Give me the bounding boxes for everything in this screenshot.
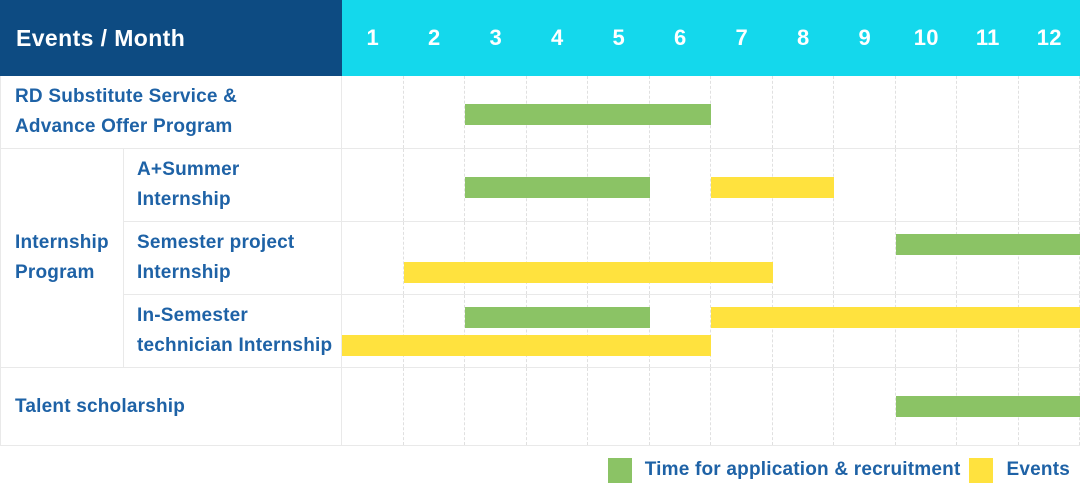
grid-cell [834, 222, 896, 294]
chart-row-0 [342, 76, 1080, 149]
events-bar [711, 177, 834, 198]
row-label-rd-substitute: RD Substitute Service & Advance Offer Pr… [0, 76, 342, 149]
grid-cell [527, 368, 588, 445]
grid-cell [342, 76, 404, 148]
month-header: 1 2 3 4 5 6 7 8 9 10 11 12 [342, 0, 1080, 76]
grid-cell [773, 368, 834, 445]
grid-cell [896, 76, 957, 148]
grid-cell [957, 76, 1019, 148]
grid-cell [588, 295, 650, 367]
grid-cell [773, 222, 834, 294]
row-label-semester-project-internship: Semester project Internship [124, 222, 342, 295]
events-bar [342, 335, 711, 356]
grid-cell [834, 76, 896, 148]
grid-cell [773, 295, 834, 367]
grid-cell [650, 368, 711, 445]
grid-cell [650, 149, 711, 221]
events-bar [403, 262, 773, 283]
grid-cell [957, 149, 1019, 221]
grid-cell [465, 295, 527, 367]
grid-cell [1019, 222, 1080, 294]
events-legend-label: Events [1006, 459, 1070, 480]
grid-cell [957, 295, 1019, 367]
row-label-in-semester-technician-internship: In-Semester technician Internship [124, 295, 342, 368]
grid-cell [711, 368, 773, 445]
grid-cell [342, 222, 404, 294]
month-header-cell-12: 12 [1036, 25, 1062, 50]
chart-row-2 [342, 222, 1080, 295]
month-header-cell-8: 8 [796, 25, 810, 50]
grid-cell [1019, 149, 1080, 221]
month-header-cell-5: 5 [612, 25, 626, 50]
row-group-label-internship-program: Internship Program [0, 149, 124, 368]
application-bar [895, 396, 1080, 417]
grid-cell [404, 222, 465, 294]
legend: Time for application & recruitment Event… [0, 446, 1080, 494]
month-header-cell-11: 11 [975, 25, 1000, 50]
grid-cell [773, 76, 834, 148]
month-header-cell-1: 1 [366, 25, 380, 50]
grid-cell [342, 295, 404, 367]
grid-cell [527, 222, 588, 294]
chart-area [342, 0, 1080, 446]
grid-cell [711, 222, 773, 294]
grid-cell [527, 295, 588, 367]
events-swatch-icon [969, 457, 994, 483]
row-label-a-summer-internship: A+Summer Internship [124, 149, 342, 222]
grid-cell [342, 368, 404, 445]
grid-cell [404, 149, 465, 221]
grid-cell [711, 76, 773, 148]
month-header-cell-7: 7 [735, 25, 749, 50]
legend-item-events: Events [969, 457, 1070, 483]
events-bar [711, 307, 1080, 328]
grid-cell [588, 368, 650, 445]
month-header-cell-4: 4 [550, 25, 564, 50]
month-header-cell-10: 10 [913, 25, 939, 50]
month-header-cell-2: 2 [427, 25, 441, 50]
grid-cell [834, 368, 896, 445]
grid-cell [465, 368, 527, 445]
month-header-cell-9: 9 [858, 25, 872, 50]
grid-cell [465, 222, 527, 294]
grid-cell [588, 222, 650, 294]
month-header-cell-6: 6 [673, 25, 687, 50]
grid-cell [1019, 76, 1080, 148]
grid-cell [650, 295, 711, 367]
chart-row-4 [342, 368, 1080, 446]
grid-cell [404, 76, 465, 148]
legend-item-application: Time for application & recruitment [607, 457, 961, 483]
header-title: Events / Month [0, 0, 342, 76]
grid-cell [404, 295, 465, 367]
grid-cell [711, 295, 773, 367]
grid-cell [834, 295, 896, 367]
row-label-talent-scholarship: Talent scholarship [0, 368, 342, 446]
grid-cell [896, 295, 957, 367]
grid-cell [896, 222, 957, 294]
grid-cell [404, 368, 465, 445]
table-header: Events / Month 1 2 3 4 5 6 7 8 9 10 11 12 [0, 0, 1080, 76]
chart-row-3 [342, 295, 1080, 368]
application-bar [465, 104, 711, 125]
month-header-cell-3: 3 [489, 25, 503, 50]
application-swatch-icon [607, 457, 632, 483]
application-bar [465, 307, 650, 328]
grid-cell [1019, 295, 1080, 367]
grid-cell [896, 149, 957, 221]
application-bar [895, 234, 1080, 255]
grid-cell [834, 149, 896, 221]
grid-cell [957, 222, 1019, 294]
grid-cell [650, 222, 711, 294]
application-bar [465, 177, 650, 198]
application-legend-label: Time for application & recruitment [644, 459, 961, 480]
chart-row-1 [342, 149, 1080, 222]
grid-cell [342, 149, 404, 221]
